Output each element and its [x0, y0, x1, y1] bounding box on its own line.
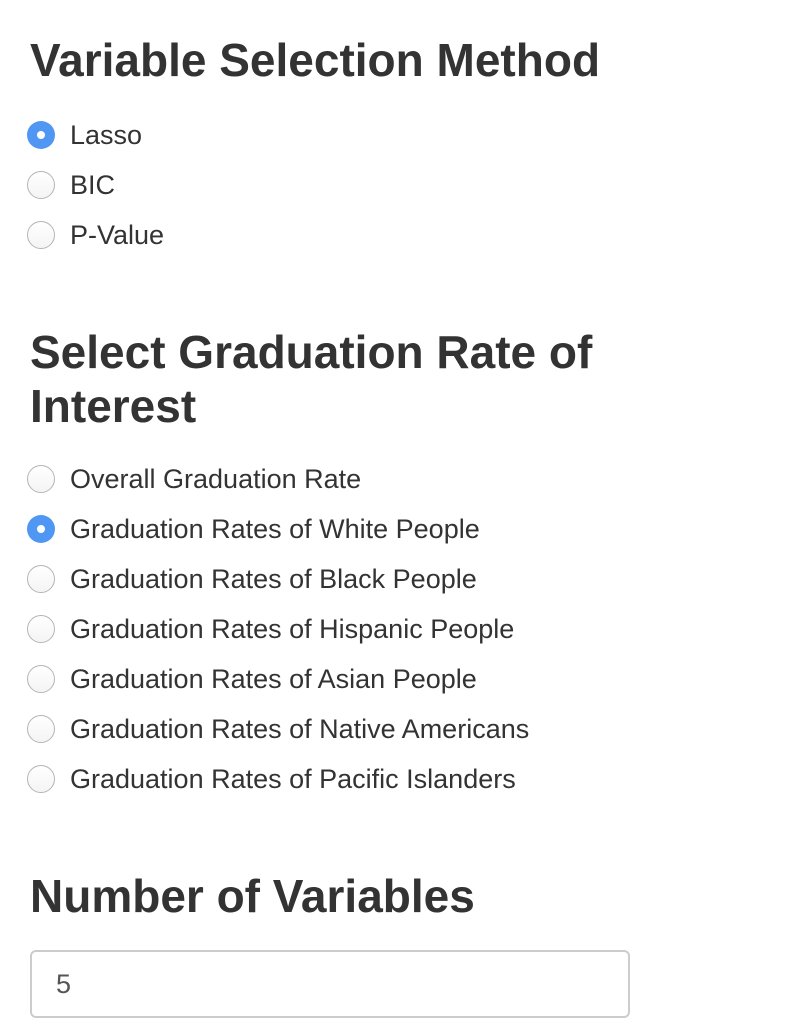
radio-button-overall[interactable] — [27, 465, 55, 493]
radio-label: Overall Graduation Rate — [70, 464, 362, 494]
radio-button-lasso[interactable] — [27, 121, 55, 149]
radio-option-overall[interactable]: Overall Graduation Rate — [27, 454, 529, 504]
radio-option-native-americans[interactable]: Graduation Rates of Native Americans — [27, 704, 529, 754]
radio-label: Graduation Rates of Hispanic People — [70, 614, 515, 644]
radio-label: Graduation Rates of Pacific Islanders — [70, 764, 516, 794]
number-of-variables-input[interactable] — [30, 950, 630, 1018]
radio-label: Lasso — [70, 120, 143, 150]
radio-option-pacific-islanders[interactable]: Graduation Rates of Pacific Islanders — [27, 754, 529, 804]
radio-label: P-Value — [70, 220, 165, 250]
radio-button-bic[interactable] — [27, 171, 55, 199]
variable-selection-heading: Variable Selection Method — [30, 34, 601, 86]
radio-button-white[interactable] — [27, 515, 55, 543]
radio-button-p-value[interactable] — [27, 221, 55, 249]
radio-label: Graduation Rates of White People — [70, 514, 480, 544]
radio-button-pacific-islanders[interactable] — [27, 765, 55, 793]
radio-option-white[interactable]: Graduation Rates of White People — [27, 504, 529, 554]
radio-label: Graduation Rates of Black People — [70, 564, 477, 594]
radio-button-black[interactable] — [27, 565, 55, 593]
radio-button-native-americans[interactable] — [27, 715, 55, 743]
radio-option-black[interactable]: Graduation Rates of Black People — [27, 554, 529, 604]
radio-option-asian[interactable]: Graduation Rates of Asian People — [27, 654, 529, 704]
radio-label: Graduation Rates of Native Americans — [70, 714, 530, 744]
radio-option-p-value[interactable]: P-Value — [27, 210, 164, 260]
radio-label: Graduation Rates of Asian People — [70, 664, 477, 694]
variable-selection-radio-group: Lasso BIC P-Value — [27, 110, 164, 260]
graduation-rate-radio-group: Overall Graduation Rate Graduation Rates… — [27, 454, 529, 804]
radio-option-bic[interactable]: BIC — [27, 160, 164, 210]
radio-button-asian[interactable] — [27, 665, 55, 693]
radio-option-hispanic[interactable]: Graduation Rates of Hispanic People — [27, 604, 529, 654]
number-of-variables-heading: Number of Variables — [30, 870, 475, 922]
graduation-rate-heading: Select Graduation Rate of Interest — [30, 326, 593, 432]
radio-button-hispanic[interactable] — [27, 615, 55, 643]
radio-label: BIC — [70, 170, 116, 200]
radio-option-lasso[interactable]: Lasso — [27, 110, 164, 160]
